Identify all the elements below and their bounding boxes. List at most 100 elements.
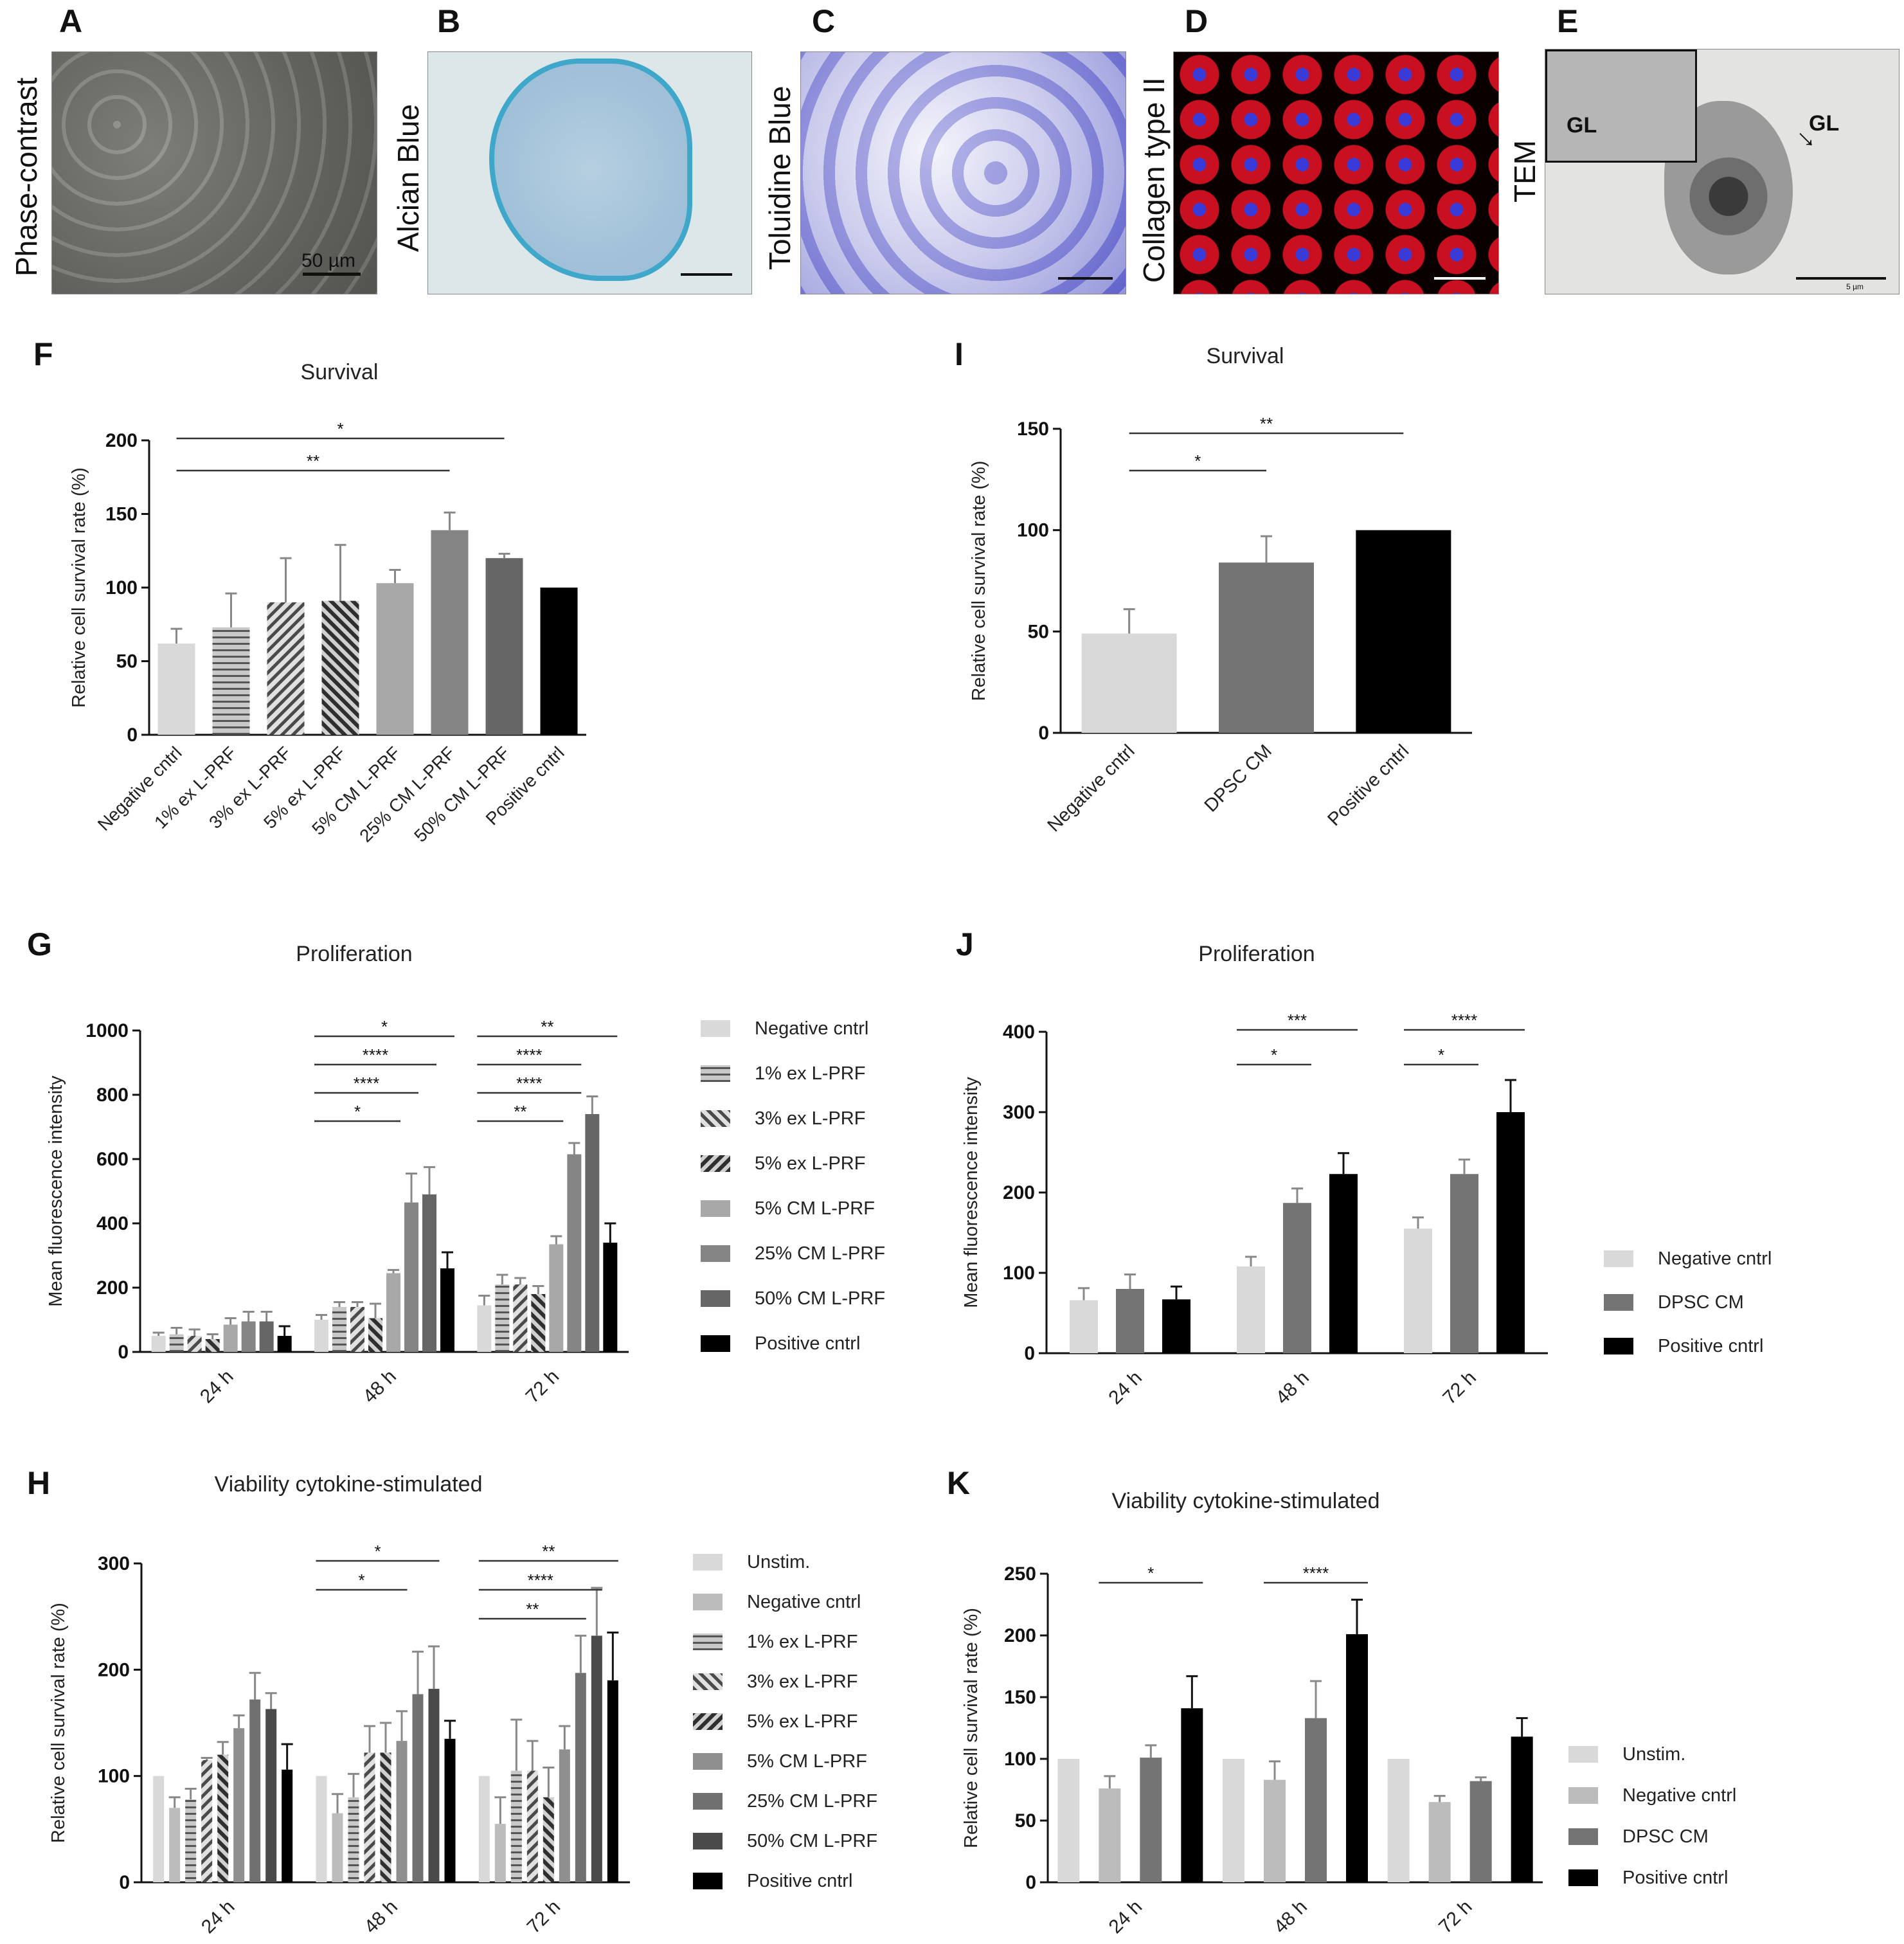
bar-positive-cntrl [1511,1736,1533,1882]
tem-image: GL → GL 5 µm [1545,49,1900,294]
y-axis-label: Mean fluorescence intensity [46,1076,66,1307]
legend-item: 3% ex L-PRF [701,1108,865,1129]
legend-item: Positive cntrl [1568,1868,1728,1888]
bar-25-cm-l-prf [404,1202,418,1352]
chart-j-title: Proliferation [1198,942,1315,966]
panel-letter-k: K [947,1465,971,1501]
legend-item: Negative cntrl [1604,1248,1772,1269]
bar-negative-cntrl [494,1824,506,1882]
legend-swatch [1568,1869,1598,1886]
legend-label: 50% CM L-PRF [747,1830,878,1851]
cell-texture [52,52,377,294]
panel-letter-i: I [955,336,964,372]
scale-bar [1434,277,1486,280]
y-tick-label: 0 [1038,723,1049,744]
legend-item: Unstim. [693,1552,810,1572]
legend-item: 5% CM L-PRF [693,1751,867,1772]
y-tick-label: 200 [98,1659,130,1680]
bar-50-cm-l-prf [591,1635,602,1882]
bar-positive-cntrl [444,1738,456,1882]
legend-swatch [693,1873,723,1889]
bar-1-ex-l-prf [185,1799,197,1882]
bar-negative-cntrl [169,1808,181,1882]
bar-dpsc-cm [1305,1718,1327,1882]
y-tick-label: 100 [1003,1263,1035,1284]
bar-3-ex-l-prf [267,602,305,735]
panel-letter-d: D [1185,3,1208,39]
bar-unstim- [1387,1759,1410,1882]
legend-item: Negative cntrl [693,1592,861,1612]
significance-label: ** [1260,414,1273,433]
legend-label: 5% CM L-PRF [747,1751,867,1772]
legend-label: Negative cntrl [1658,1248,1772,1269]
bar-positive-cntrl [282,1769,293,1882]
chart-g-title: Proliferation [296,942,413,966]
bar-positive-cntrl [1329,1174,1358,1353]
y-tick-label: 300 [1003,1102,1035,1123]
bar-5-ex-l-prf [543,1797,554,1882]
y-tick-label: 50 [1015,1810,1036,1832]
legend-swatch [693,1833,723,1850]
legend-swatch [693,1793,723,1810]
legend-label: Unstim. [747,1551,811,1572]
bar-dpsc-cm [1450,1174,1478,1353]
significance-label: ** [542,1542,555,1561]
bar-negative-cntrl [1264,1779,1286,1882]
legend-item: Positive cntrl [693,1871,852,1891]
legend-item: Positive cntrl [1604,1336,1763,1356]
legend-label: Negative cntrl [747,1591,861,1612]
x-tick-label: 48 h [1270,1896,1311,1938]
panel-letter-e: E [1557,3,1579,39]
significance-label: **** [1303,1563,1329,1583]
bar-positive-cntrl [1162,1299,1190,1353]
legend-item: Unstim. [1568,1744,1685,1765]
bar-positive-cntrl [603,1243,618,1352]
y-tick-label: 800 [96,1084,129,1106]
y-tick-label: 0 [1025,1872,1036,1893]
bar-5-cm-l-prf [396,1741,408,1882]
inset-box: GL [1545,50,1697,163]
bar-3-ex-l-prf [364,1752,375,1882]
bar-1-ex-l-prf [510,1770,522,1882]
bar-negative-cntrl [1081,633,1177,733]
y-tick-label: 400 [1003,1022,1035,1043]
y-axis-label: Mean fluorescence intensity [961,1077,982,1308]
y-tick-label: 200 [96,1277,129,1299]
chart-f-title: Survival [300,360,379,384]
scale-bar-label: 50 µm [301,250,355,271]
bar-3-ex-l-prf [201,1760,213,1882]
bar-5-ex-l-prf [368,1318,382,1352]
legend-item: Positive cntrl [701,1333,860,1354]
legend-swatch [701,1155,730,1172]
y-tick-label: 0 [118,1342,129,1363]
bar-1-ex-l-prf [169,1334,184,1352]
scale-bar [681,273,732,276]
bar-negative-cntrl [1099,1788,1121,1882]
legend-swatch [1604,1294,1633,1311]
legend-swatch [693,1753,723,1770]
legend-label: 50% CM L-PRF [755,1288,886,1309]
y-tick-label: 100 [105,577,138,598]
significance-label: * [381,1017,388,1036]
legend-label: Unstim. [1622,1743,1686,1765]
x-tick-label: 72 h [1435,1896,1477,1938]
significance-label: **** [516,1074,542,1093]
bar-positive-cntrl [1356,530,1451,733]
y-tick-label: 200 [1003,1182,1035,1203]
legend-item: 50% CM L-PRF [693,1831,877,1851]
bar-positive-cntrl [607,1680,618,1882]
chart-k-title: Viability cytokine-stimulated [1111,1489,1380,1513]
bar-5-cm-l-prf [376,583,414,735]
bar-unstim- [1223,1759,1244,1882]
legend-swatch [1568,1746,1598,1763]
legend-item: DPSC CM [1604,1292,1744,1313]
stained-tissue [489,59,692,281]
bar-3-ex-l-prf [187,1336,202,1352]
x-tick-label: 24 h [1105,1896,1147,1938]
panel-letter-f: F [33,336,53,372]
y-tick-label: 150 [105,504,138,525]
